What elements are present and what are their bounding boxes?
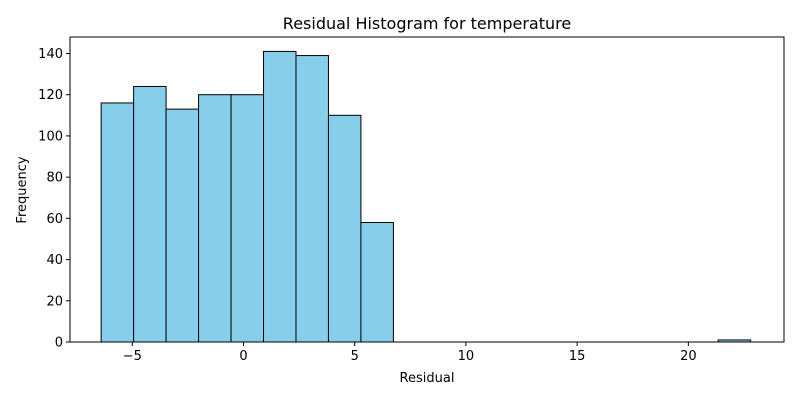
- plot-frame: [69, 36, 785, 343]
- histogram-bar: [165, 108, 200, 343]
- y-tick-label: 20: [46, 294, 63, 309]
- x-tick-label: 10: [458, 349, 475, 364]
- x-tick-label: 15: [569, 349, 586, 364]
- histogram-bar: [263, 50, 297, 343]
- x-tick-label: 20: [680, 349, 697, 364]
- histogram-bar: [133, 85, 167, 343]
- bars-group: [100, 50, 752, 343]
- histogram-bar: [295, 55, 329, 343]
- y-tick-label: 0: [55, 336, 63, 351]
- x-axis-label: Residual: [400, 371, 455, 386]
- y-tick-label: 120: [38, 88, 63, 103]
- histogram-bar: [360, 221, 394, 343]
- y-tick-label: 60: [46, 212, 63, 227]
- chart-title: Residual Histogram for temperature: [283, 14, 571, 33]
- x-tick-label: −5: [123, 349, 142, 364]
- y-tick-label: 140: [38, 47, 63, 62]
- y-tick-label: 40: [46, 253, 63, 268]
- y-tick-label: 100: [38, 129, 63, 144]
- x-tick-label: 0: [239, 349, 247, 364]
- x-axis-ticks: −5 0 5 10 15 20: [123, 342, 697, 364]
- histogram-bar: [198, 94, 232, 343]
- histogram-bar: [327, 114, 362, 343]
- x-tick-label: 5: [351, 349, 359, 364]
- histogram-bar: [100, 102, 135, 343]
- y-axis-label: Frequency: [15, 156, 30, 223]
- y-axis-ticks: 0 20 40 60 80 100 120 140: [38, 47, 70, 351]
- histogram-bar: [230, 94, 265, 343]
- y-tick-label: 80: [46, 171, 63, 186]
